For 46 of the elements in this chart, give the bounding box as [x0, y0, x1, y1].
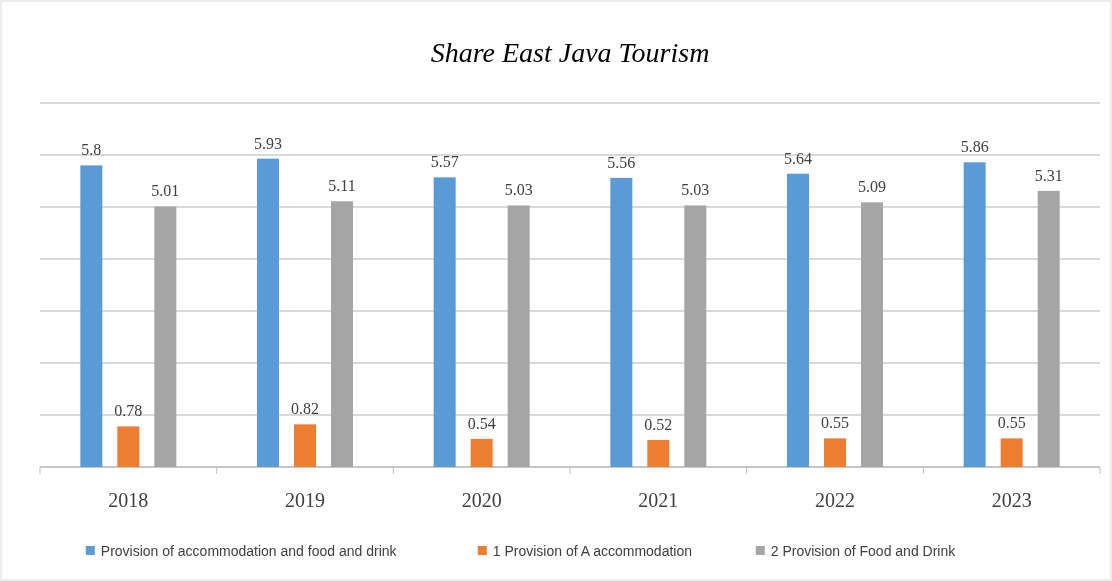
data-label: 5.11 [328, 177, 356, 195]
data-label: 5.86 [960, 138, 989, 156]
data-label: 5.8 [81, 141, 102, 159]
data-label: 0.54 [467, 414, 496, 432]
bar [963, 162, 986, 467]
bar [787, 173, 809, 467]
data-label: 5.57 [430, 153, 459, 171]
x-tick-label: 2023 [991, 489, 1032, 511]
x-tick-label: 2019 [285, 489, 325, 511]
chart-title: Share East Java Tourism [430, 37, 710, 68]
bar [507, 205, 530, 467]
data-label: 5.09 [858, 178, 886, 196]
bar [117, 426, 140, 467]
data-label: 5.01 [151, 182, 180, 200]
data-label: 0.78 [114, 402, 143, 420]
bar [861, 202, 883, 467]
bar [433, 177, 456, 467]
data-label: 5.03 [504, 181, 533, 199]
bar [1000, 438, 1023, 467]
bar [610, 177, 633, 467]
data-label: 0.52 [644, 415, 673, 433]
bar [294, 424, 316, 467]
data-label: 5.03 [681, 181, 710, 199]
x-tick-label: 2020 [461, 489, 502, 511]
data-label: 0.82 [291, 400, 319, 418]
x-tick-label: 2022 [815, 489, 855, 511]
x-tick-label: 2021 [638, 489, 679, 511]
bar [154, 206, 177, 467]
data-label: 5.31 [1034, 166, 1063, 184]
legend-label: Provision of accommodation and food and drink [100, 543, 398, 559]
bar [1037, 190, 1060, 467]
legend-label: 1 Provision of A accommodation [492, 543, 693, 559]
bar [647, 439, 670, 467]
data-label: 5.56 [607, 153, 636, 171]
data-label: 0.55 [821, 414, 849, 432]
bar [331, 201, 353, 467]
data-label: 0.55 [997, 414, 1026, 432]
bar [470, 438, 493, 467]
x-tick-label: 2018 [108, 489, 149, 511]
bar [824, 438, 846, 467]
legend-label: 2 Provision of Food and Drink [770, 543, 957, 559]
data-label: 5.93 [254, 134, 282, 152]
bar [80, 165, 103, 467]
bar [684, 205, 707, 467]
data-label: 5.64 [784, 149, 812, 167]
bar [257, 158, 279, 467]
